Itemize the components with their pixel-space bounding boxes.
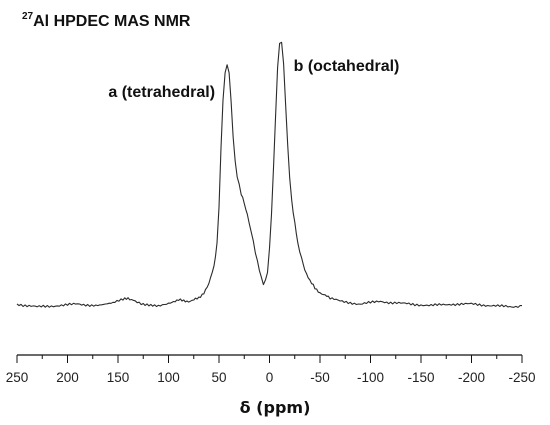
x-tick-label: -50 bbox=[310, 370, 330, 385]
x-tick-label: 0 bbox=[266, 370, 274, 385]
x-tick-label: 100 bbox=[157, 370, 180, 385]
x-tick-label: -150 bbox=[407, 370, 434, 385]
x-tick-label: -200 bbox=[458, 370, 485, 385]
x-tick-label: -100 bbox=[357, 370, 384, 385]
chart-title-superscript: 27 bbox=[22, 11, 34, 22]
chart-title-main: Al HPDEC MAS NMR bbox=[33, 13, 191, 30]
x-axis-ticks: 250 200 150 100 50 0 -50 -100 -150 -200 -250 bbox=[6, 355, 536, 385]
annotation-tetrahedral: a (tetrahedral) bbox=[108, 84, 215, 101]
x-tick-label: 150 bbox=[107, 370, 130, 385]
x-axis-label: δ (ppm) bbox=[240, 398, 311, 417]
x-tick-label: 250 bbox=[6, 370, 29, 385]
x-tick-label: 200 bbox=[56, 370, 79, 385]
peak-annotations: a (tetrahedral) b (octahedral) bbox=[108, 58, 399, 101]
annotation-octahedral: b (octahedral) bbox=[294, 58, 400, 75]
spectrum-line bbox=[16, 41, 522, 308]
x-tick-label: 50 bbox=[211, 370, 226, 385]
x-tick-label: -250 bbox=[508, 370, 535, 385]
chart-title: 27Al HPDEC MAS NMR bbox=[22, 11, 191, 30]
